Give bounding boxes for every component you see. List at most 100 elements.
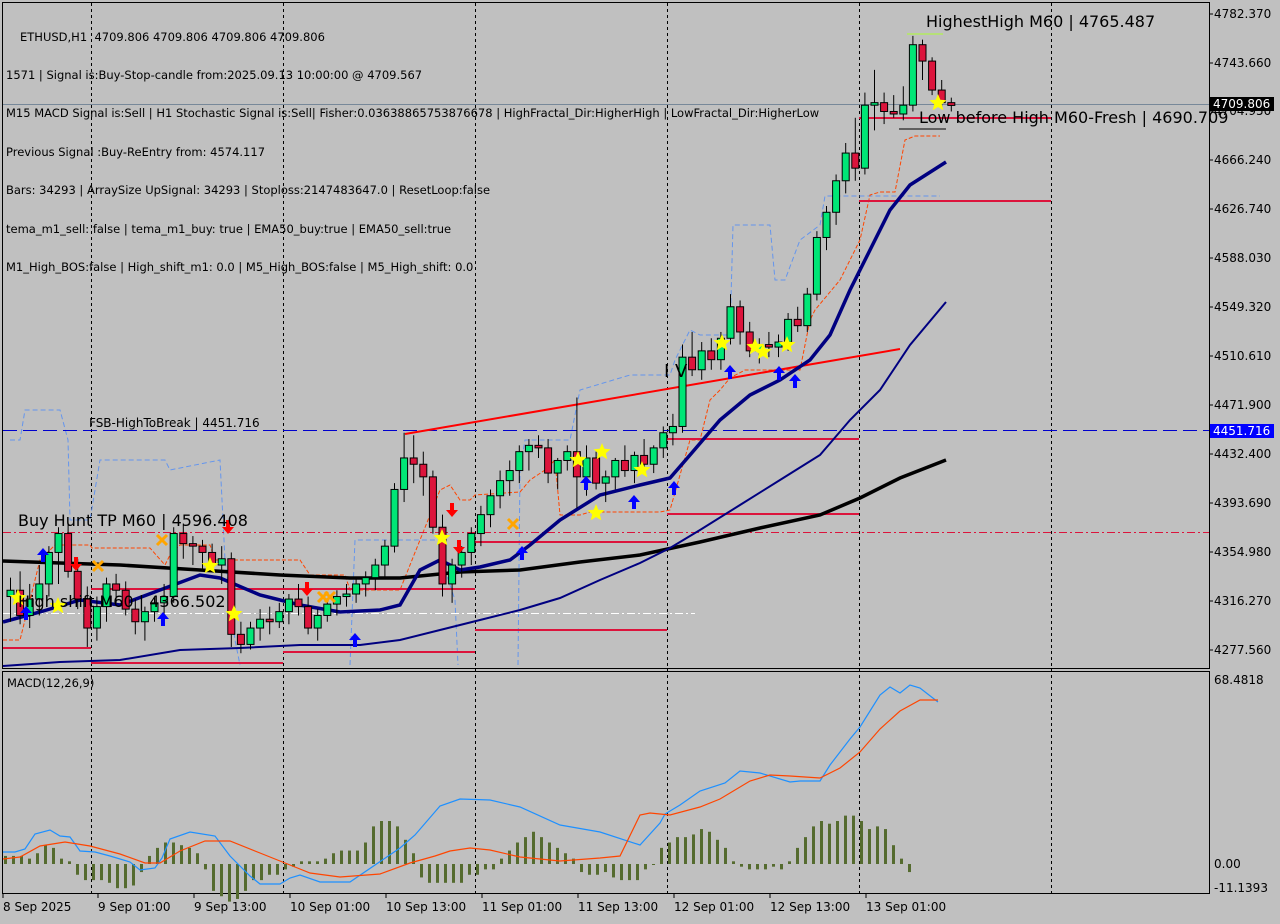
candle xyxy=(409,435,418,484)
price-axis-tick: 4471.900 xyxy=(1214,398,1272,412)
arrow-up-icon xyxy=(628,495,640,509)
macd-histogram-bar xyxy=(452,864,455,883)
macd-histogram-bar xyxy=(236,864,239,899)
candle xyxy=(668,413,677,446)
candle-body xyxy=(611,459,620,478)
cross-marker-icon xyxy=(506,517,520,531)
candle-body xyxy=(764,344,773,348)
fsb-high-to-break-label: FSB-HighToBreak | 4451.716 xyxy=(89,416,260,430)
candle-body xyxy=(371,564,380,579)
candle xyxy=(236,621,245,654)
macd-histogram-bar xyxy=(716,839,719,864)
candle-body xyxy=(73,570,82,600)
candle xyxy=(803,287,812,332)
axis-ticks xyxy=(2,13,1213,898)
macd-histogram-bar xyxy=(340,850,343,864)
macd-histogram-bar xyxy=(860,821,863,864)
arrow-up-icon xyxy=(789,374,801,388)
candle-body xyxy=(880,102,889,112)
candle-body xyxy=(582,457,591,478)
cross-marker-icon xyxy=(155,533,169,547)
candle xyxy=(601,470,610,503)
star-marker-icon xyxy=(754,343,772,360)
macd-histogram-bar xyxy=(28,858,31,864)
candle-body xyxy=(860,104,869,169)
candle-body xyxy=(35,583,44,600)
candle xyxy=(524,439,533,471)
candle-body xyxy=(486,495,495,516)
star-marker-icon xyxy=(713,334,731,351)
macd-histogram-bar xyxy=(556,847,559,864)
macd-histogram-bar xyxy=(92,864,95,881)
macd-histogram-bar xyxy=(116,864,119,889)
macd-histogram-bar xyxy=(844,815,847,864)
candle xyxy=(505,460,514,496)
macd-axis-tick: 68.4818 xyxy=(1214,673,1264,687)
candle xyxy=(476,505,485,547)
candle xyxy=(611,457,620,490)
candle-body xyxy=(476,514,485,535)
candle xyxy=(284,594,293,625)
candle-body xyxy=(361,577,370,585)
macd-histogram-bar xyxy=(476,864,479,875)
candle-body xyxy=(784,318,793,343)
candle xyxy=(841,142,850,194)
candle-body xyxy=(227,558,236,635)
candle-body xyxy=(793,318,802,327)
time-axis-label: 11 Sep 01:00 xyxy=(482,900,563,914)
candle-body xyxy=(428,476,437,528)
time-axis-label: 10 Sep 01:00 xyxy=(290,900,371,914)
star-marker-icon xyxy=(49,597,67,614)
candle xyxy=(928,57,937,96)
candle xyxy=(697,342,706,380)
macd-histogram-bar xyxy=(164,842,167,864)
macd-histogram-bar xyxy=(828,823,831,864)
candle-body xyxy=(284,598,293,613)
macd-histogram-bar xyxy=(884,829,887,864)
star-marker-icon xyxy=(929,94,947,111)
candle xyxy=(534,435,543,458)
candle-body xyxy=(188,543,197,547)
candle-body xyxy=(140,611,149,623)
macd-histogram-bar xyxy=(796,847,799,864)
macd-histogram-bar xyxy=(204,864,207,870)
candle-body xyxy=(246,627,255,645)
candle xyxy=(246,621,255,650)
candle xyxy=(467,527,476,566)
candle-body xyxy=(438,526,447,585)
time-axis-label: 13 Sep 01:00 xyxy=(866,900,947,914)
candle xyxy=(870,69,879,131)
macd-histogram-bar xyxy=(660,847,663,864)
candle-body xyxy=(236,633,245,645)
candle-body xyxy=(534,444,543,449)
current-price-tag: 4709.806 xyxy=(1210,97,1274,111)
macd-histogram-bar xyxy=(252,864,255,881)
candle xyxy=(188,536,197,566)
macd-histogram-bar xyxy=(740,864,743,867)
macd-histogram-bar xyxy=(332,853,335,864)
candle xyxy=(899,86,908,121)
candle xyxy=(736,300,745,345)
candle xyxy=(380,539,389,578)
trend-line xyxy=(404,348,901,435)
arrow-up-icon xyxy=(157,612,169,626)
macd-histogram-bar xyxy=(668,842,671,864)
macd-histogram-bar xyxy=(676,837,679,864)
price-axis-tick: 4316.270 xyxy=(1214,594,1272,608)
candle-body xyxy=(121,589,130,610)
candle xyxy=(83,586,92,647)
candle-body xyxy=(707,350,716,361)
candle xyxy=(553,457,562,490)
indicator-info-panel: ETHUSD,H1 4709.806 4709.806 4709.806 470… xyxy=(6,5,819,299)
candle-body xyxy=(265,618,274,623)
candle-body xyxy=(688,356,697,371)
arrow-up-icon xyxy=(580,476,592,490)
candle-body xyxy=(294,598,303,608)
macd-histogram-bar xyxy=(228,864,231,902)
candle-body xyxy=(419,463,428,478)
candle-body xyxy=(54,533,63,553)
arrow-down-icon xyxy=(70,557,82,571)
macd-histogram-bar xyxy=(276,864,279,875)
